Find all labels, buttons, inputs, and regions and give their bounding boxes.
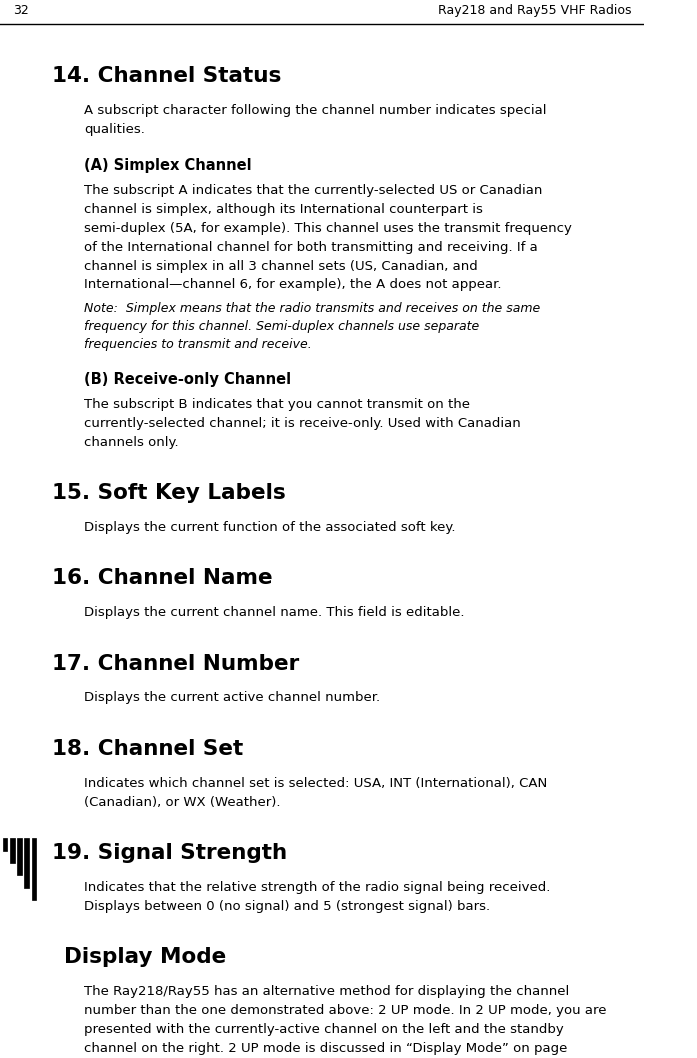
Bar	[17, 838, 22, 875]
Text: (B) Receive-only Channel: (B) Receive-only Channel	[84, 372, 291, 387]
Text: channel is simplex in all 3 channel sets (US, Canadian, and: channel is simplex in all 3 channel sets…	[84, 259, 477, 273]
Text: 17. Channel Number: 17. Channel Number	[52, 654, 299, 674]
Text: Indicates that the relative strength of the radio signal being received.: Indicates that the relative strength of …	[84, 881, 550, 894]
Text: frequency for this channel. Semi-duplex channels use separate: frequency for this channel. Semi-duplex …	[84, 321, 479, 333]
Text: 32: 32	[13, 4, 29, 17]
Text: A subscript character following the channel number indicates special: A subscript character following the chan…	[84, 104, 546, 117]
Text: frequencies to transmit and receive.: frequencies to transmit and receive.	[84, 339, 312, 351]
Text: presented with the currently-active channel on the left and the standby: presented with the currently-active chan…	[84, 1023, 564, 1036]
Text: channel on the right. 2 UP mode is discussed in “Display Mode” on page: channel on the right. 2 UP mode is discu…	[84, 1042, 567, 1055]
Text: 18. Channel Set: 18. Channel Set	[52, 738, 243, 759]
Bar	[10, 838, 15, 863]
Text: Display Mode: Display Mode	[64, 947, 227, 967]
Text: Note:  Simplex means that the radio transmits and receives on the same: Note: Simplex means that the radio trans…	[84, 303, 540, 315]
Bar	[3, 838, 8, 851]
Text: Ray218 and Ray55 VHF Radios: Ray218 and Ray55 VHF Radios	[438, 4, 631, 17]
Text: The subscript A indicates that the currently-selected US or Canadian: The subscript A indicates that the curre…	[84, 184, 542, 197]
Text: 15. Soft Key Labels: 15. Soft Key Labels	[52, 484, 285, 504]
Text: Displays the current function of the associated soft key.: Displays the current function of the ass…	[84, 521, 455, 534]
Text: 14. Channel Status: 14. Channel Status	[52, 67, 281, 87]
Text: (A) Simplex Channel: (A) Simplex Channel	[84, 159, 252, 174]
Text: number than the one demonstrated above: 2 UP mode. In 2 UP mode, you are: number than the one demonstrated above: …	[84, 1004, 606, 1017]
Text: The Ray218/Ray55 has an alternative method for displaying the channel: The Ray218/Ray55 has an alternative meth…	[84, 985, 569, 998]
Text: (Canadian), or WX (Weather).: (Canadian), or WX (Weather).	[84, 796, 280, 808]
Text: Displays between 0 (no signal) and 5 (strongest signal) bars.: Displays between 0 (no signal) and 5 (st…	[84, 900, 490, 913]
Text: currently-selected channel; it is receive-only. Used with Canadian: currently-selected channel; it is receiv…	[84, 417, 521, 430]
Text: qualities.: qualities.	[84, 123, 145, 136]
Text: channels only.: channels only.	[84, 436, 178, 449]
Bar	[24, 838, 29, 888]
Text: Indicates which channel set is selected: USA, INT (International), CAN: Indicates which channel set is selected:…	[84, 777, 547, 789]
Text: International—channel 6, for example), the A does not appear.: International—channel 6, for example), t…	[84, 278, 501, 292]
Text: Displays the current active channel number.: Displays the current active channel numb…	[84, 692, 380, 705]
Text: of the International channel for both transmitting and receiving. If a: of the International channel for both tr…	[84, 240, 537, 254]
Text: Displays the current channel name. This field is editable.: Displays the current channel name. This …	[84, 606, 464, 619]
Bar	[31, 838, 36, 900]
Text: semi-duplex (5A, for example). This channel uses the transmit frequency: semi-duplex (5A, for example). This chan…	[84, 222, 572, 235]
Text: 16. Channel Name: 16. Channel Name	[52, 568, 273, 588]
Text: channel is simplex, although its International counterpart is: channel is simplex, although its Interna…	[84, 203, 482, 216]
Text: 19. Signal Strength: 19. Signal Strength	[52, 843, 286, 863]
Text: The subscript B indicates that you cannot transmit on the: The subscript B indicates that you canno…	[84, 398, 470, 411]
